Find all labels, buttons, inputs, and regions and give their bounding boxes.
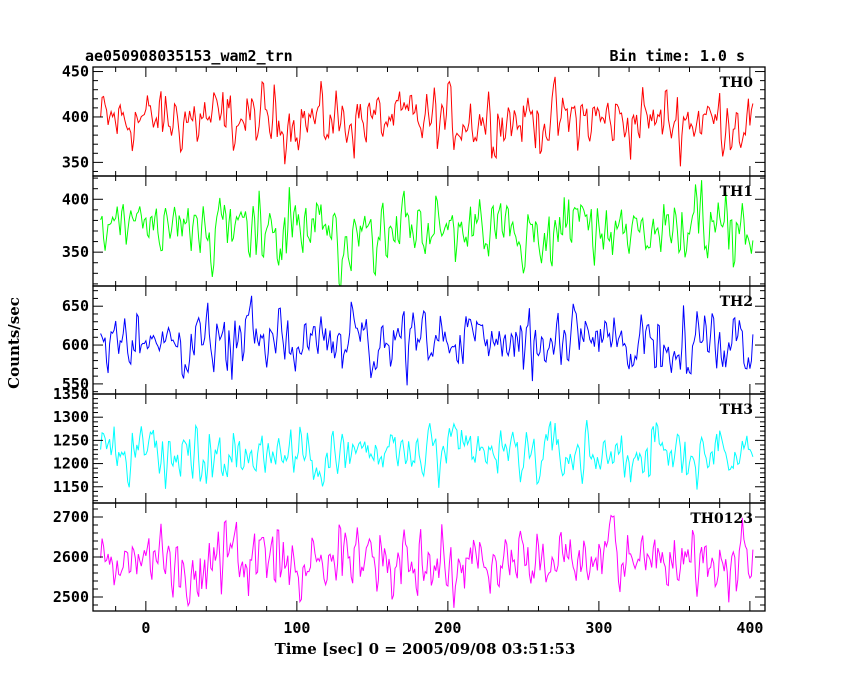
x-tick-label: 400 — [736, 619, 763, 637]
y-tick-label: 400 — [62, 108, 89, 126]
y-tick-label: 1350 — [53, 385, 89, 403]
y-tick-label: 2700 — [53, 508, 89, 526]
series-th0 — [100, 76, 754, 167]
x-tick-label: 0 — [141, 619, 150, 637]
panel-th0123: 2500 2600 2700 TH0123 — [53, 502, 766, 612]
y-tick-label: 400 — [62, 190, 89, 208]
panel-label-th3: TH3 — [720, 402, 753, 418]
series-th3 — [100, 419, 754, 490]
series-th1 — [100, 180, 754, 286]
panel-label-th0: TH0 — [720, 75, 754, 91]
y-tick-label: 600 — [62, 336, 89, 354]
series-th0123 — [100, 514, 754, 608]
y-tick-label: 1200 — [53, 455, 89, 473]
y-tick-label: 2600 — [53, 548, 89, 566]
x-tick-label: 300 — [585, 619, 612, 637]
y-tick-label: 2500 — [53, 588, 89, 606]
y-tick-label: 650 — [62, 297, 89, 315]
x-tick-label: 200 — [434, 619, 461, 637]
panel-label-th1: TH1 — [720, 184, 753, 200]
panel-frame — [92, 393, 766, 504]
panel-frame — [92, 285, 766, 395]
y-tick-label: 1150 — [53, 478, 89, 496]
panels-group: 350 400 450 TH0 350 400 TH1 550 600 650 TH2 1150 120… — [53, 63, 766, 637]
panel-th1: 350 400 TH1 — [62, 175, 766, 287]
y-tick-label: 450 — [62, 63, 89, 81]
panel-th0: 350 400 450 TH0 — [62, 63, 766, 177]
x-axis-title: Time [sec] 0 = 2005/09/08 03:51:53 — [275, 640, 576, 658]
y-tick-label: 350 — [62, 243, 89, 261]
panel-th2: 550 600 650 TH2 — [62, 285, 766, 395]
panel-frame — [92, 502, 766, 612]
y-tick-label: 350 — [62, 153, 89, 171]
panel-label-th2: TH2 — [720, 294, 753, 310]
bin-time-label: Bin time: 1.0 s — [610, 47, 745, 65]
chart-title: ae050908035153_wam2_trn — [85, 47, 293, 65]
x-tick-label: 100 — [283, 619, 310, 637]
series-th2 — [100, 295, 754, 386]
y-tick-label: 1250 — [53, 431, 89, 449]
panel-th3: 1150 1200 1250 1300 1350 TH3 — [53, 385, 766, 504]
y-axis-title: Counts/sec — [5, 297, 23, 389]
y-tick-label: 550 — [62, 375, 89, 393]
y-tick-label: 1300 — [53, 408, 89, 426]
panel-label-th0123: TH0123 — [690, 511, 753, 527]
